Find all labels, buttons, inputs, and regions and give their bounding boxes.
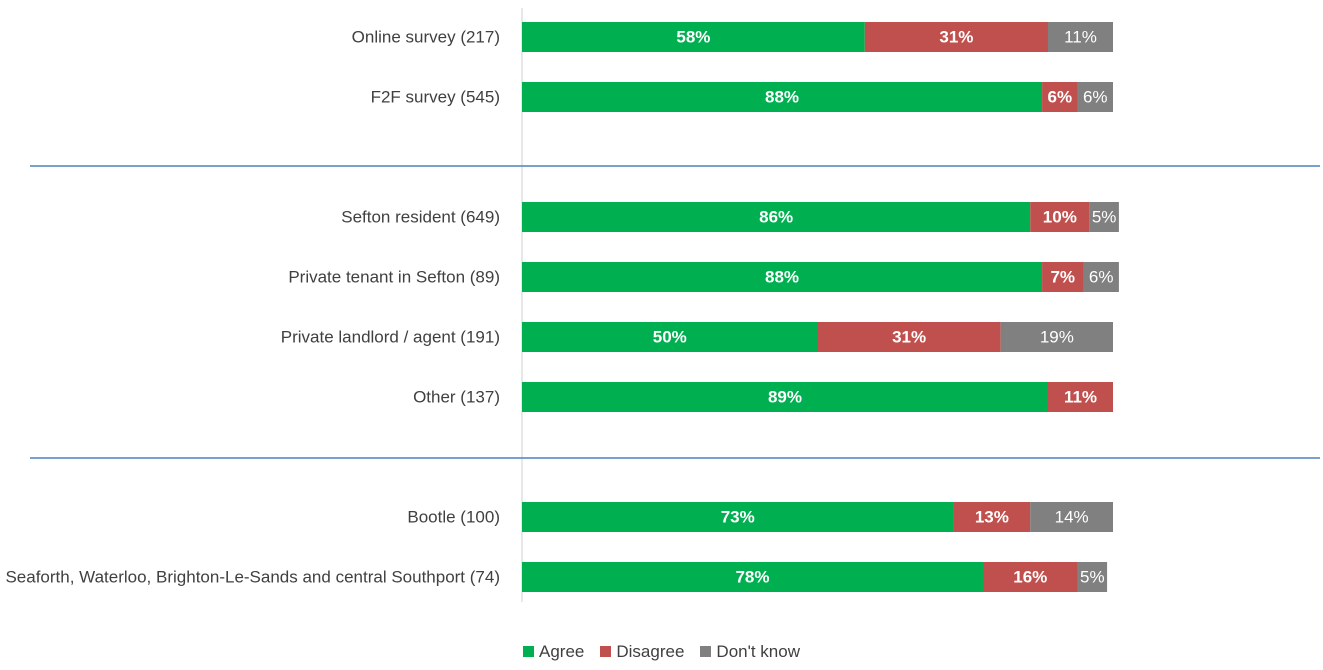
data-label: 7%	[1050, 268, 1075, 287]
bar-segment	[522, 322, 818, 352]
data-label: 88%	[765, 88, 799, 107]
bar-segment	[1030, 202, 1090, 232]
data-label: 5%	[1092, 208, 1117, 227]
category-label: Seaforth, Waterloo, Brighton-Le-Sands an…	[5, 567, 500, 587]
bar-segment	[1042, 262, 1084, 292]
category-label: Sefton resident (649)	[341, 207, 500, 227]
legend-label: Don't know	[716, 642, 800, 661]
bar-segment	[1077, 562, 1108, 592]
bar-segment	[1047, 382, 1113, 412]
legend-label: Disagree	[616, 642, 685, 661]
category-label: Other (137)	[413, 387, 500, 407]
data-label: 13%	[975, 508, 1009, 527]
legend-item: Agree	[523, 642, 584, 662]
bar-segment	[522, 262, 1043, 292]
data-label: 88%	[765, 268, 799, 287]
data-label: 31%	[939, 28, 973, 47]
bar-segment	[1089, 202, 1119, 232]
legend-item: Don't know	[700, 642, 800, 662]
legend-label: Agree	[539, 642, 585, 661]
data-label: 89%	[768, 388, 802, 407]
legend-swatch	[523, 646, 534, 657]
bar-segment	[982, 562, 1078, 592]
bar-segment	[522, 22, 865, 52]
bar-segment	[953, 502, 1031, 532]
data-label: 50%	[653, 328, 687, 347]
data-label: 10%	[1043, 208, 1077, 227]
bar-segment	[1030, 502, 1113, 532]
category-label: F2F survey (545)	[370, 87, 500, 107]
legend-item: Disagree	[600, 642, 684, 662]
bar-segment	[522, 502, 954, 532]
chart: 58% 31% 11% 88% 6% 6% 86% 10% 5% 88% 7% 6% 50% 31% 19%…	[30, 8, 1320, 602]
legend: Agree Disagree Don't know	[0, 642, 1323, 662]
data-label: 58%	[676, 28, 710, 47]
legend-swatch	[600, 646, 612, 657]
category-label: Online survey (217)	[351, 27, 500, 47]
bar-segment	[817, 322, 1001, 352]
bar-segment	[864, 22, 1048, 52]
data-label: 73%	[721, 508, 755, 527]
bar-segment	[1077, 82, 1113, 112]
data-label: 6%	[1083, 88, 1108, 107]
bar-segment	[1000, 322, 1113, 352]
data-label: 11%	[1064, 28, 1097, 47]
data-label: 78%	[735, 568, 769, 587]
legend-swatch	[700, 646, 712, 657]
category-label: Bootle (100)	[407, 507, 500, 527]
bar-segment	[1083, 262, 1119, 292]
bar-segment	[522, 82, 1043, 112]
bar-segment	[1042, 82, 1078, 112]
bar-segment	[1047, 22, 1113, 52]
bar-segment	[522, 562, 983, 592]
data-label: 11%	[1064, 388, 1097, 407]
data-label: 5%	[1080, 568, 1105, 587]
data-label: 6%	[1048, 88, 1073, 107]
data-label: 19%	[1040, 328, 1074, 347]
data-label: 31%	[892, 328, 926, 347]
category-label: Private tenant in Sefton (89)	[288, 267, 500, 287]
data-label: 14%	[1055, 508, 1089, 527]
data-label: 16%	[1013, 568, 1047, 587]
bar-segment	[522, 202, 1031, 232]
data-label: 6%	[1089, 268, 1114, 287]
category-label: Private landlord / agent (191)	[280, 327, 500, 347]
data-label: 86%	[759, 208, 793, 227]
bar-segment	[522, 382, 1048, 412]
